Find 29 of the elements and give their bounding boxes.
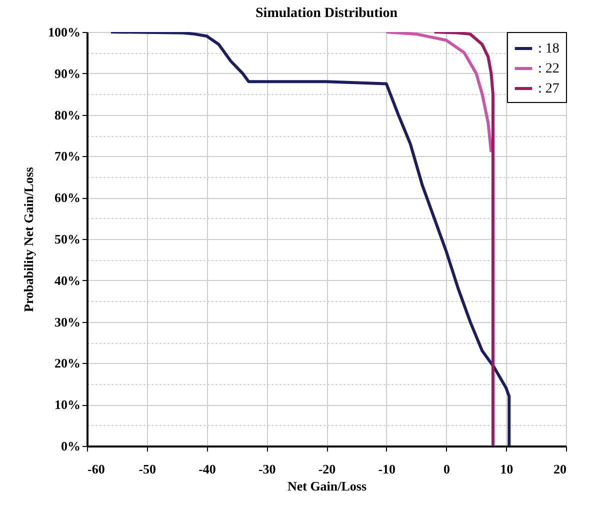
x-tick-label: -60 — [88, 462, 105, 476]
x-tick-label: -50 — [138, 462, 156, 476]
y-tick-label: 30% — [54, 314, 80, 330]
y-tick-label: 100% — [48, 24, 80, 40]
x-axis-title: Net Gain/Loss — [287, 478, 367, 494]
x-tick-label: 0 — [444, 462, 450, 476]
y-tick-label: 90% — [54, 66, 80, 81]
x-tick-label: -10 — [378, 462, 396, 476]
legend-label: : 18 — [538, 42, 560, 56]
chart-title: Simulation Distribution — [256, 6, 398, 21]
x-tick-label: -30 — [258, 462, 276, 476]
x-tick-label: -20 — [318, 462, 336, 476]
y-tick-label: 50% — [54, 232, 80, 246]
legend-label: : 27 — [538, 82, 560, 96]
y-tick-label: 10% — [54, 397, 80, 412]
y-tick-label: 80% — [54, 107, 80, 122]
y-tick-label: 0% — [61, 438, 80, 454]
y-axis-title: Probability Net Gain/Loss — [21, 167, 36, 312]
y-tick-label: 70% — [54, 148, 80, 164]
line-series — [432, 32, 494, 446]
y-tick-label: 60% — [54, 190, 80, 206]
x-tick-label: -40 — [198, 462, 216, 476]
line-series — [384, 32, 493, 154]
y-tick-label: 20% — [54, 356, 80, 371]
legend-label: : 22 — [538, 62, 560, 76]
y-tick-label: 40% — [54, 272, 80, 288]
x-tick-label: 10 — [500, 462, 514, 476]
line-series — [109, 32, 511, 446]
x-tick-label: 20 — [554, 462, 566, 476]
